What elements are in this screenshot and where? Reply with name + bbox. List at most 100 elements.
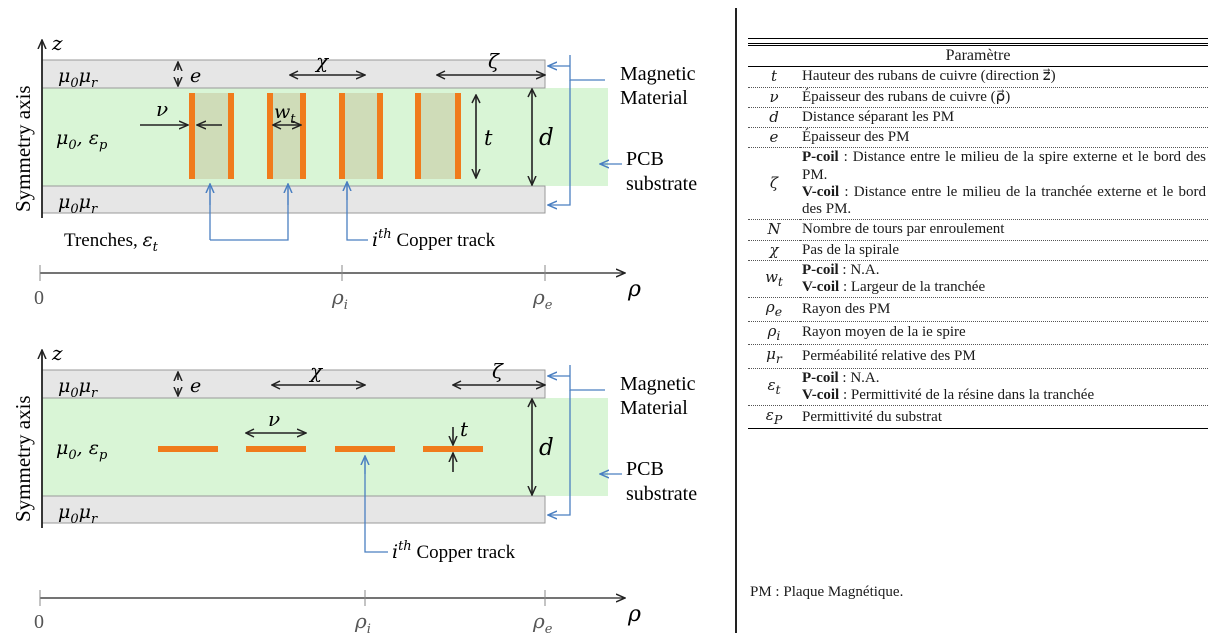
parameter-description: Distance séparant les PM (800, 107, 1208, 129)
substrate-material-label: μ0, εp (56, 437, 108, 463)
diagram-p-coil: z Symmetry axis μ0μr μ0, εp μ0μr e χ ζ ν… (11, 341, 697, 634)
copper-track (189, 93, 195, 179)
rho-zero-label: 0 (34, 611, 44, 633)
parameter-symbol: εt (748, 368, 800, 407)
diagram-v-coil: z Symmetry axis μ0μr μ0, εp μ0μr e χ ζ (11, 31, 697, 313)
pcb-substrate-label-line1: PCB (626, 148, 664, 170)
copper-track (246, 446, 306, 452)
bottom-material-label: μ0μr (58, 501, 98, 527)
parameter-description: Rayon moyen de la ie spire (800, 321, 1208, 346)
e-label: e (190, 65, 201, 87)
zeta-label: ζ (492, 359, 504, 383)
parameter-table: Paramètre t Hauteur des rubans de cuivre … (748, 42, 1208, 430)
pcb-substrate-label-line1: PCB (626, 458, 664, 480)
parameter-symbol: χ (748, 240, 800, 261)
magnetic-material-label-line2: Material (620, 397, 688, 419)
magnetic-leader (548, 80, 571, 205)
trench (342, 93, 380, 179)
pcb-substrate-region (42, 88, 608, 186)
parameter-symbol: εP (748, 405, 800, 430)
column-divider (735, 8, 737, 633)
copper-track (300, 93, 306, 179)
trench (270, 93, 303, 179)
copper-track (335, 446, 395, 452)
rho-i-label: ρi (331, 285, 348, 313)
parameter-symbol: N (748, 219, 800, 241)
table-top-rule (748, 38, 1208, 39)
trenches-label: Trenches, εt (64, 229, 159, 255)
chi-label: χ (314, 49, 330, 73)
copper-track (339, 93, 345, 179)
parameter-description: Pas de la spirale (800, 240, 1208, 261)
top-material-label: μ0μr (58, 375, 98, 401)
rho-e-label: ρe (532, 609, 553, 634)
copper-track (228, 93, 234, 179)
parameter-description: P-coil : N.A. V-coil : Largeur de la tran… (800, 260, 1208, 299)
bottom-magnetic-plate (41, 185, 546, 214)
parameter-description: Nombre de tours par enroulement (800, 219, 1208, 241)
parameter-symbol: ρi (748, 321, 800, 346)
parameter-description: P-coil : N.A. V-coil : Permittivité de la… (800, 368, 1208, 407)
e-label: e (190, 375, 201, 397)
magnetic-material-label-line1: Magnetic (620, 373, 696, 395)
magnetic-leader (569, 365, 605, 391)
parameter-symbol: t (748, 66, 800, 88)
magnetic-leader (569, 55, 605, 81)
table-row: ν Épaisseur des rubans de cuivre (ρ⃗) (748, 87, 1208, 108)
rho-axis-label: ρ (627, 277, 641, 302)
pcb-substrate-label-line2: substrate (626, 173, 697, 195)
table-row: μr Perméabilité relative des PM (748, 344, 1208, 369)
parameter-description: P-coil : Distance entre le milieu de la … (800, 147, 1208, 221)
copper-track (377, 93, 383, 179)
table-footnote: PM : Plaque Magnétique. (750, 584, 904, 600)
top-magnetic-plate (41, 369, 546, 399)
rho-axis-label: ρ (627, 602, 641, 627)
z-axis-label: z (51, 31, 63, 55)
table-row: N Nombre de tours par enroulement (748, 219, 1208, 241)
table-row: ρe Rayon des PM (748, 297, 1208, 322)
parameter-description: Épaisseur des PM (800, 127, 1208, 149)
parameter-description: Épaisseur des rubans de cuivre (ρ⃗) (800, 87, 1208, 108)
table-row: e Épaisseur des PM (748, 127, 1208, 149)
magnetic-material-label-line2: Material (620, 87, 688, 109)
bottom-magnetic-plate (41, 495, 546, 524)
parameter-symbol: wt (748, 260, 800, 299)
pcb-substrate-region (42, 398, 608, 496)
table-row: t Hauteur des rubans de cuivre (direction… (748, 66, 1208, 88)
table-header-row: Paramètre (748, 42, 1208, 68)
t-label: t (460, 417, 469, 441)
parameter-description: Rayon des PM (800, 297, 1208, 322)
symmetry-axis-label: Symmetry axis (11, 85, 35, 212)
magnetic-leader (548, 390, 571, 515)
t-label: t (484, 126, 493, 150)
z-axis-label: z (51, 341, 63, 365)
copper-track (267, 93, 273, 179)
trench (418, 93, 458, 179)
table-row: εt P-coil : N.A. V-coil : Permittivité de … (748, 368, 1208, 407)
parameter-symbol: ζ (748, 147, 800, 221)
table-row: χ Pas de la spirale (748, 240, 1208, 261)
parameter-description: Perméabilité relative des PM (800, 344, 1208, 369)
d-label: d (539, 435, 554, 461)
copper-track (415, 93, 421, 179)
copper-track-leader (364, 456, 388, 553)
parameter-symbol: μr (748, 344, 800, 369)
pcb-substrate-label-line2: substrate (626, 483, 697, 505)
rho-i-label: ρi (354, 609, 371, 634)
parameter-symbol: ρe (748, 297, 800, 322)
zeta-label: ζ (488, 49, 500, 73)
nu-label: ν (156, 97, 168, 121)
copper-track (423, 446, 483, 452)
parameter-description: Permittivité du substrat (800, 405, 1208, 430)
parameter-symbol: e (748, 127, 800, 149)
rho-zero-label: 0 (34, 287, 44, 309)
top-material-label: μ0μr (58, 65, 98, 91)
copper-track (158, 446, 218, 452)
table-row: εP Permittivité du substrat (748, 405, 1208, 430)
symmetry-axis-label: Symmetry axis (11, 395, 35, 522)
copper-track (455, 93, 461, 179)
copper-track-label: ith Copper track (372, 227, 496, 251)
copper-track-leader (346, 182, 368, 241)
trenches-leader (210, 188, 289, 241)
table-row: wt P-coil : N.A. V-coil : Largeur de la tr… (748, 260, 1208, 299)
